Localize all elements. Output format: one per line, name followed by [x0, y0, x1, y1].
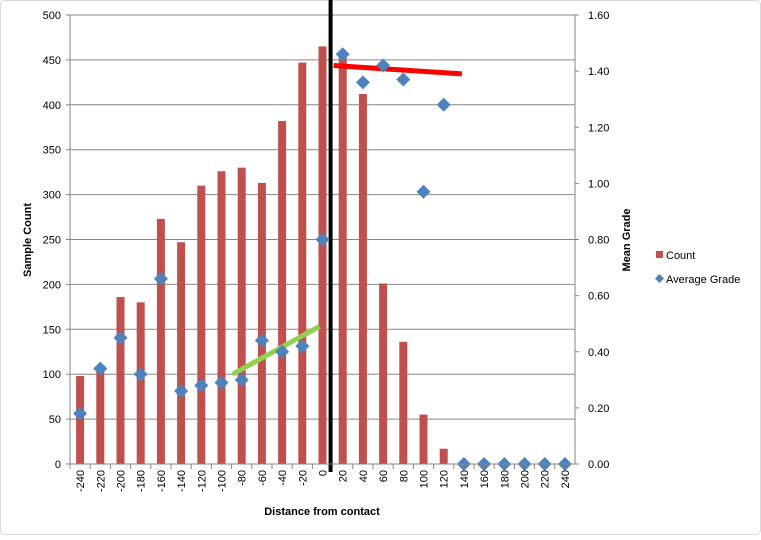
y2-tick-label: 1.20: [588, 122, 609, 134]
grade-point: [73, 406, 88, 421]
count-bar: [116, 296, 125, 464]
x-tick-label: 160: [479, 470, 491, 488]
y-tick-label: 500: [43, 10, 61, 22]
y-tick-label: 50: [49, 414, 61, 426]
y2-axis-title: Mean Grade: [621, 209, 633, 272]
y-tick-label: 250: [43, 235, 61, 247]
y-tick-label: 200: [43, 279, 61, 291]
legend-count-swatch: [656, 251, 663, 258]
grade-point: [355, 75, 370, 90]
grade-point: [214, 375, 229, 390]
count-bar: [237, 167, 246, 464]
x-tick-label: -140: [176, 470, 188, 492]
count-bar: [298, 62, 307, 465]
x-tick-label: -200: [116, 470, 128, 492]
grade-point: [335, 47, 350, 62]
y-tick-label: 300: [43, 190, 61, 202]
count-bar: [197, 185, 206, 464]
legend: Count Average Grade: [655, 250, 740, 286]
x-tick-label: 120: [439, 470, 451, 488]
grade-point: [254, 333, 269, 348]
x-tick-label: 100: [419, 470, 431, 488]
count-bar: [257, 182, 266, 464]
x-tick-label: -160: [156, 470, 168, 492]
grade-point: [93, 361, 108, 376]
trend-line: [231, 324, 321, 377]
x-tick-label: 140: [459, 470, 471, 488]
y-axis-title: Sample Count: [22, 203, 34, 277]
x-tick-label: 0: [318, 470, 330, 476]
y2-tick-label: 0.00: [588, 459, 609, 471]
count-bar: [177, 242, 186, 464]
annotation-lines: [231, 0, 463, 472]
y2-tick-label: 0.40: [588, 347, 609, 359]
x-tick-label: 40: [358, 470, 370, 482]
x-tick-label: 20: [338, 470, 350, 482]
count-bars: [76, 46, 448, 465]
y2-tick-label: 0.20: [588, 403, 609, 415]
count-bar: [318, 46, 327, 465]
y2-tick-label: 1.40: [588, 66, 609, 78]
y-tick-label: 350: [43, 145, 61, 157]
grade-point: [436, 97, 451, 112]
grade-point: [396, 72, 411, 87]
x-tick-label: -40: [277, 470, 289, 486]
y-tick-label: 100: [43, 369, 61, 381]
x-tick-label: -80: [237, 470, 249, 486]
y2-tick-label: 1.00: [588, 178, 609, 190]
grade-point: [295, 339, 310, 354]
grade-point: [174, 384, 189, 399]
x-tick-label: 180: [499, 470, 511, 488]
count-bar: [96, 371, 105, 464]
count-bar: [136, 302, 145, 464]
x-tick-label: 240: [560, 470, 572, 488]
x-tick-label: -220: [95, 470, 107, 492]
count-bar: [278, 120, 287, 465]
trend-line: [333, 63, 463, 77]
x-tick-label: -240: [75, 470, 87, 492]
x-tick-label: 200: [520, 470, 532, 488]
count-bar: [358, 94, 367, 465]
x-tick-label: -60: [257, 470, 269, 486]
count-bar: [338, 55, 347, 464]
grade-point: [133, 367, 148, 382]
count-bar: [419, 414, 428, 464]
x-axis-title: Distance from contact: [264, 506, 380, 518]
grade-point: [194, 378, 209, 393]
y-tick-label: 0: [55, 459, 61, 471]
y-tick-label: 450: [43, 55, 61, 67]
x-tick-label: -120: [196, 470, 208, 492]
grade-point: [234, 372, 249, 387]
grade-point: [275, 344, 290, 359]
grade-point: [416, 184, 431, 199]
x-tick-label: -180: [136, 470, 148, 492]
x-tick-label: -100: [217, 470, 229, 492]
x-tick-label: 60: [378, 470, 390, 482]
count-bar: [156, 218, 165, 464]
axes: 0501001502002503003504004505000.000.200.…: [43, 10, 610, 492]
x-tick-label: 80: [398, 470, 410, 482]
legend-grade-diamond-icon: [655, 274, 664, 283]
legend-count-label: Count: [666, 250, 695, 262]
x-tick-label: -20: [297, 470, 309, 486]
count-bar: [399, 341, 408, 464]
grade-point: [376, 58, 391, 73]
y2-tick-label: 0.80: [588, 235, 609, 247]
y-tick-label: 400: [43, 100, 61, 112]
y2-tick-label: 0.60: [588, 291, 609, 303]
y-tick-label: 150: [43, 324, 61, 336]
y2-tick-label: 1.60: [588, 10, 609, 22]
grade-point: [315, 232, 330, 247]
grade-point: [113, 330, 128, 345]
count-bar: [217, 171, 226, 464]
count-bar: [379, 283, 388, 464]
x-tick-label: 220: [540, 470, 552, 488]
legend-grade-label: Average Grade: [666, 274, 740, 286]
count-bar: [439, 448, 448, 464]
grade-point: [153, 271, 168, 286]
